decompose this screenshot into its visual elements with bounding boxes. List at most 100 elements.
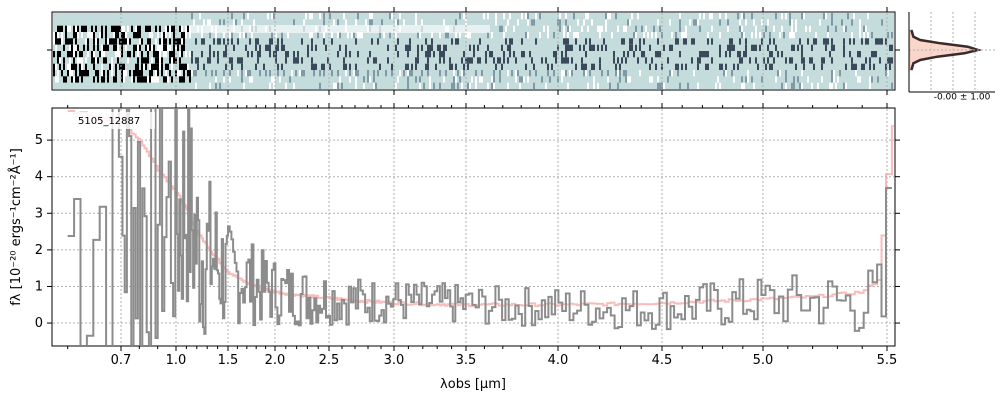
twod-pixel: [297, 51, 299, 58]
twod-pixel: [185, 25, 187, 32]
twod-pixel: [181, 44, 183, 51]
twod-pixel: [623, 25, 625, 32]
twod-pixel: [355, 70, 357, 77]
twod-pixel: [649, 44, 651, 51]
twod-pixel: [797, 76, 799, 83]
twod-pixel: [395, 32, 397, 39]
twod-pixel: [93, 38, 95, 45]
twod-pixel: [159, 44, 161, 51]
twod-pixel: [531, 19, 533, 26]
twod-pixel: [425, 38, 427, 45]
twod-pixel: [193, 19, 195, 26]
twod-pixel: [421, 44, 423, 51]
twod-pixel: [67, 38, 69, 45]
twod-pixel: [127, 25, 129, 32]
twod-pixel: [63, 44, 65, 51]
twod-pixel: [609, 82, 611, 89]
twod-pixel: [123, 25, 125, 32]
twod-pixel: [571, 44, 573, 51]
twod-pixel: [103, 76, 105, 83]
twod-pixel: [803, 63, 805, 70]
twod-pixel: [79, 57, 81, 64]
twod-pixel: [471, 76, 473, 83]
twod-pixel: [63, 63, 65, 70]
twod-pixel: [719, 13, 721, 20]
twod-pixel: [509, 44, 511, 51]
twod-pixel: [79, 51, 81, 58]
twod-pixel: [185, 63, 187, 70]
twod-pixel: [793, 76, 795, 83]
twod-pixel: [767, 57, 769, 64]
twod-pixel: [623, 51, 625, 58]
twod-pixel: [581, 63, 583, 70]
twod-pixel: [231, 57, 233, 64]
twod-pixel: [657, 38, 659, 45]
twod-pixel: [625, 57, 627, 64]
twod-pixel: [463, 13, 465, 20]
twod-pixel: [305, 13, 307, 20]
twod-pixel: [733, 63, 735, 70]
twod-pixel: [165, 32, 167, 39]
twod-pixel: [565, 19, 567, 26]
twod-pixel: [597, 25, 599, 32]
twod-pixel: [881, 38, 883, 45]
twod-pixel: [809, 57, 811, 64]
twod-pixel: [675, 63, 677, 70]
twod-pixel: [209, 32, 211, 39]
twod-pixel: [113, 38, 115, 45]
twod-pixel: [801, 82, 803, 89]
twod-pixel: [111, 63, 113, 70]
object-label: 5105_12887: [78, 116, 140, 127]
twod-pixel: [145, 57, 147, 64]
twod-pixel: [561, 76, 563, 83]
x-tick-label: 0.7: [111, 353, 132, 368]
twod-band: [190, 25, 490, 33]
twod-pixel: [791, 32, 793, 39]
twod-pixel: [57, 25, 59, 32]
twod-pixel: [555, 57, 557, 64]
twod-pixel: [521, 76, 523, 83]
twod-pixel: [483, 13, 485, 20]
twod-pixel: [501, 44, 503, 51]
profile-label: -0.00 ± 1.00: [934, 93, 991, 103]
twod-pixel: [97, 76, 99, 83]
twod-pixel: [781, 25, 783, 32]
twod-pixel: [531, 57, 533, 64]
twod-pixel: [529, 70, 531, 77]
twod-pixel: [833, 70, 835, 77]
y-tick-label: 1: [35, 279, 43, 294]
twod-panel: [47, 7, 900, 95]
twod-pixel: [225, 44, 227, 51]
twod-pixel: [337, 32, 339, 39]
twod-pixel: [717, 76, 719, 83]
x-tick-label: 4.5: [652, 353, 673, 368]
twod-pixel: [809, 25, 811, 32]
twod-pixel: [61, 32, 63, 39]
twod-pixel: [633, 32, 635, 39]
twod-pixel: [73, 44, 75, 51]
twod-pixel: [855, 63, 857, 70]
twod-pixel: [407, 63, 409, 70]
twod-pixel: [547, 63, 549, 70]
twod-pixel: [101, 51, 103, 58]
twod-pixel: [479, 38, 481, 45]
twod-pixel: [267, 44, 269, 51]
twod-pixel: [813, 63, 815, 70]
twod-pixel: [103, 70, 105, 77]
y-tick-label: 2: [35, 243, 43, 258]
twod-pixel: [343, 63, 345, 70]
twod-pixel: [527, 32, 529, 39]
twod-pixel: [457, 82, 459, 89]
twod-pixel: [357, 51, 359, 58]
twod-pixel: [189, 51, 191, 58]
twod-pixel: [723, 70, 725, 77]
twod-pixel: [345, 70, 347, 77]
twod-pixel: [245, 44, 247, 51]
twod-pixel: [879, 57, 881, 64]
twod-pixel: [175, 57, 177, 64]
twod-pixel: [57, 38, 59, 45]
twod-pixel: [57, 70, 59, 77]
twod-pixel: [443, 51, 445, 58]
twod-pixel: [295, 70, 297, 77]
